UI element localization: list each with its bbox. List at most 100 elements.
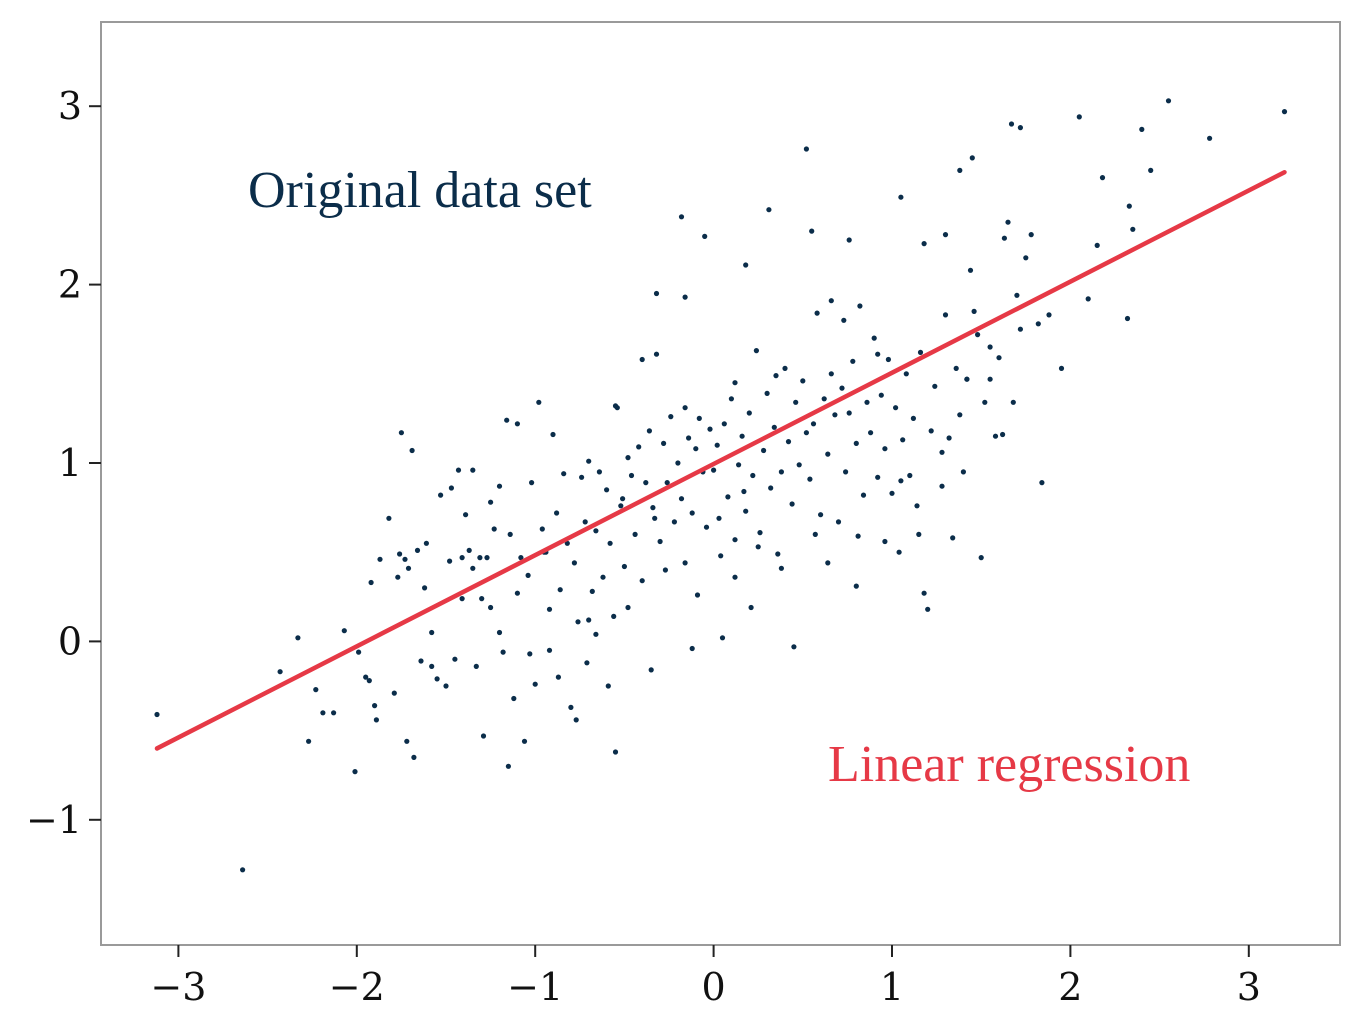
scatter-point	[629, 473, 634, 478]
scatter-point	[790, 501, 795, 506]
scatter-point	[822, 396, 827, 401]
scatter-point	[1002, 236, 1007, 241]
scatter-point	[686, 435, 691, 440]
scatter-point	[1166, 98, 1171, 103]
scatter-point	[875, 352, 880, 357]
scatter-point	[504, 418, 509, 423]
scatter-point	[954, 366, 959, 371]
scatter-point	[754, 348, 759, 353]
scatter-point	[775, 551, 780, 556]
scatter-point	[811, 421, 816, 426]
scatter-point	[841, 318, 846, 323]
y-tick-label: 1	[58, 441, 82, 485]
scatter-point	[720, 635, 725, 640]
scatter-point	[961, 469, 966, 474]
scatter-point	[547, 648, 552, 653]
scatter-point	[1046, 312, 1051, 317]
scatter-point	[879, 393, 884, 398]
scatter-point	[586, 617, 591, 622]
scatter-point	[579, 475, 584, 480]
scatter-point	[654, 352, 659, 357]
scatter-point	[1014, 293, 1019, 298]
scatter-point	[392, 691, 397, 696]
scatter-point	[625, 605, 630, 610]
scatter-point	[506, 764, 511, 769]
scatter-point	[922, 241, 927, 246]
scatter-point	[722, 421, 727, 426]
scatter-point	[640, 357, 645, 362]
scatter-point	[779, 566, 784, 571]
scatter-point	[661, 441, 666, 446]
scatter-point	[972, 309, 977, 314]
x-tick-label: 1	[880, 965, 904, 1009]
scatter-point	[547, 607, 552, 612]
scatter-point	[716, 516, 721, 521]
scatter-point	[633, 532, 638, 537]
scatter-point	[397, 551, 402, 556]
scatter-point	[793, 400, 798, 405]
scatter-point	[996, 355, 1001, 360]
scatter-point	[278, 669, 283, 674]
scatter-point	[982, 400, 987, 405]
scatter-point	[590, 589, 595, 594]
scatter-point	[154, 712, 159, 717]
scatter-point	[839, 386, 844, 391]
y-tick-label: −1	[26, 798, 82, 842]
scatter-point	[932, 384, 937, 389]
scatter-point	[561, 471, 566, 476]
scatter-point	[704, 525, 709, 530]
scatter-point	[529, 480, 534, 485]
scatter-point	[352, 769, 357, 774]
scatter-point	[1018, 327, 1023, 332]
scatter-point	[886, 357, 891, 362]
scatter-point	[447, 559, 452, 564]
scatter-point	[406, 566, 411, 571]
scatter-point	[572, 560, 577, 565]
scatter-point	[725, 494, 730, 499]
scatter-point	[663, 567, 668, 572]
scatter-point	[533, 682, 538, 687]
scatter-point	[749, 605, 754, 610]
scatter-point	[715, 443, 720, 448]
scatter-point	[452, 657, 457, 662]
scatter-point	[479, 596, 484, 601]
scatter-point	[1036, 321, 1041, 326]
scatter-point	[584, 660, 589, 665]
scatter-point	[1011, 400, 1016, 405]
scatter-point	[813, 532, 818, 537]
x-tick-label: 2	[1058, 965, 1082, 1009]
scatter-point	[481, 733, 486, 738]
scatter-point	[492, 526, 497, 531]
scatter-point	[477, 555, 482, 560]
scatter-point	[460, 596, 465, 601]
scatter-point	[372, 703, 377, 708]
scatter-point	[1282, 109, 1287, 114]
scatter-point	[470, 468, 475, 473]
x-tick-label: −1	[507, 965, 563, 1009]
scatter-point	[693, 446, 698, 451]
scatter-point	[916, 532, 921, 537]
scatter-point	[367, 678, 372, 683]
x-tick-label: −3	[150, 965, 206, 1009]
scatter-point	[1125, 316, 1130, 321]
scatter-point	[386, 516, 391, 521]
scatter-point	[800, 378, 805, 383]
scatter-point	[672, 519, 677, 524]
scatter-point	[1005, 220, 1010, 225]
scatter-point	[741, 489, 746, 494]
scatter-point	[854, 441, 859, 446]
scatter-point	[1077, 114, 1082, 119]
scatter-point	[697, 416, 702, 421]
scatter-point	[950, 535, 955, 540]
scatter-point	[484, 555, 489, 560]
scatter-point	[429, 664, 434, 669]
scatter-point	[522, 739, 527, 744]
scatter-point	[850, 359, 855, 364]
scatter-point	[1000, 432, 1005, 437]
scatter-point	[1059, 366, 1064, 371]
scatter-point	[395, 575, 400, 580]
scatter-point	[295, 635, 300, 640]
scatter-point	[979, 555, 984, 560]
scatter-point	[968, 268, 973, 273]
